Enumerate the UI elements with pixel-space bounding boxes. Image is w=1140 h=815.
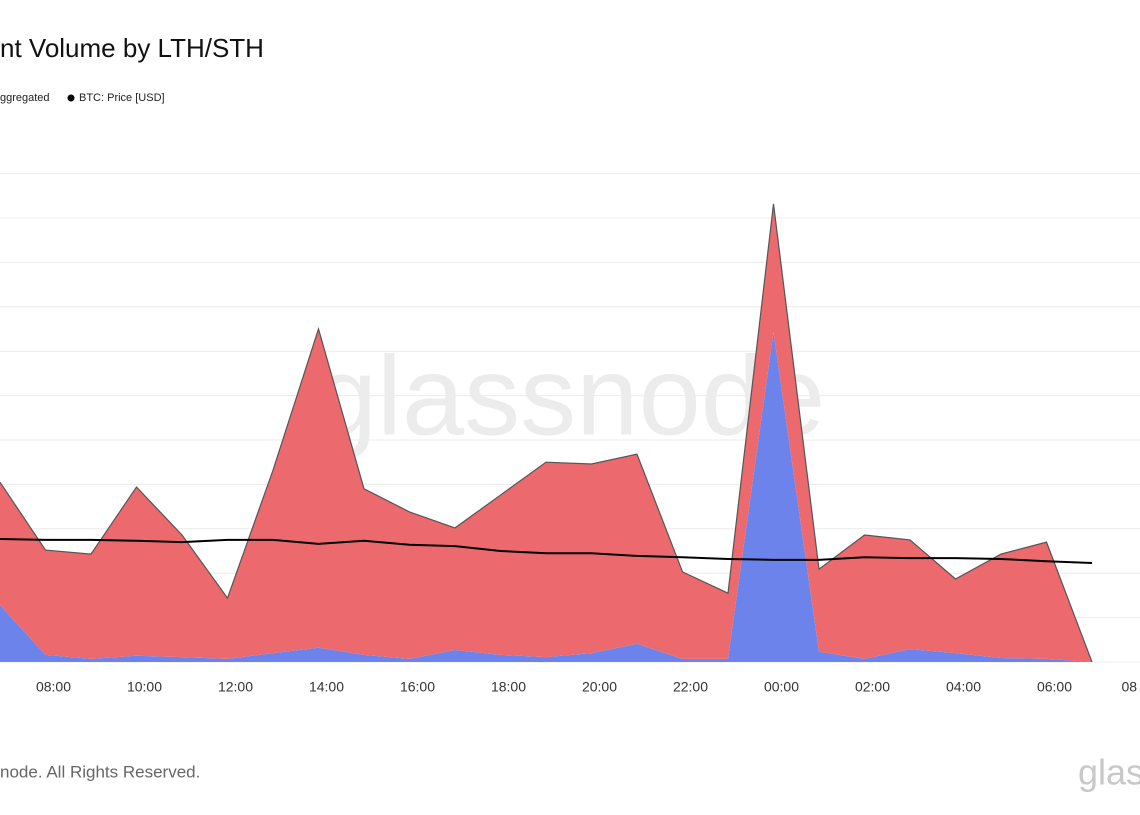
x-tick-label: 08 [1122,679,1138,695]
x-tick-label: 08:00 [36,679,71,695]
legend-marker [67,94,75,102]
x-tick-label: 18:00 [491,679,526,695]
x-tick-label: 04:00 [946,679,981,695]
price-line [0,538,1093,564]
legend-label: ggregated [0,92,50,104]
chart-title: nt Volume by LTH/STH [0,33,264,63]
x-tick-label: 06:00 [1037,679,1072,695]
x-tick-label: 16:00 [400,679,435,695]
x-tick-label: 20:00 [582,679,617,695]
area [0,203,1092,663]
x-tick-label: 02:00 [855,679,890,695]
x-tick-label: 14:00 [309,679,344,695]
brand: glas [1078,752,1140,793]
legend-label: BTC: Price [USD] [79,92,165,104]
x-tick-label: 12:00 [218,679,253,695]
footer: node. All Rights Reserved. [0,762,200,781]
x-tick-label: 10:00 [127,679,162,695]
x-tick-label: 00:00 [764,679,799,695]
area-outline [0,203,1093,663]
x-tick-label: 22:00 [673,679,708,695]
